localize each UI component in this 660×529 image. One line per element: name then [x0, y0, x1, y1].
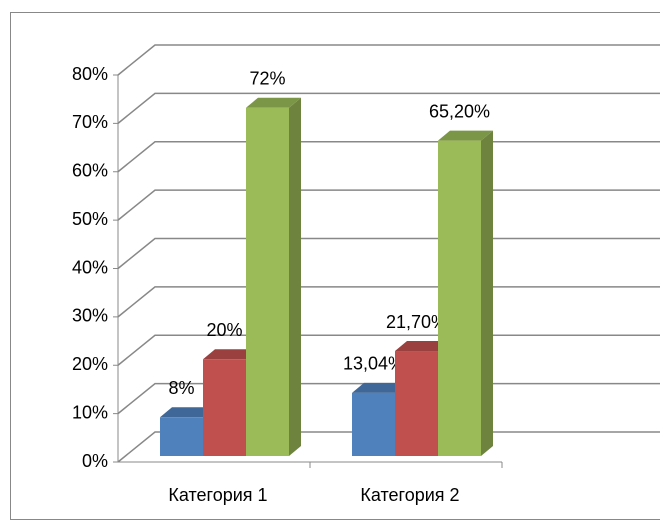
y-tick-label: 0% [82, 451, 108, 471]
bar-top [246, 97, 301, 108]
data-label: 13,04% [343, 354, 404, 374]
bar-side [289, 97, 301, 456]
bar-top [160, 407, 215, 418]
y-tick-label: 60% [72, 161, 108, 181]
bar-top [203, 349, 258, 360]
x-tick-label: Категория 1 [168, 485, 267, 505]
x-tick-label: Категория 2 [360, 485, 459, 505]
bar-top [352, 382, 407, 393]
bar [438, 140, 481, 456]
data-label: 8% [168, 378, 194, 398]
y-tick-label: 40% [72, 257, 108, 277]
data-label: 65,20% [429, 101, 490, 121]
y-tick-label: 30% [72, 306, 108, 326]
y-tick-label: 50% [72, 209, 108, 229]
data-label: 72% [249, 68, 285, 88]
data-label: 20% [206, 320, 242, 340]
grid-line [117, 44, 660, 76]
bar [352, 392, 395, 456]
bar [203, 359, 246, 456]
chart-frame [10, 12, 660, 520]
y-tick-label: 20% [72, 354, 108, 374]
data-label: 21,70% [386, 312, 447, 332]
bar-top [395, 341, 450, 352]
bar-side [481, 130, 493, 456]
y-tick-label: 80% [72, 64, 108, 84]
bar [395, 351, 438, 456]
y-tick-label: 10% [72, 402, 108, 422]
grid-line [117, 92, 660, 124]
bar [246, 107, 289, 456]
bar-top [438, 130, 493, 141]
bar [160, 417, 203, 456]
y-tick-label: 70% [72, 112, 108, 132]
